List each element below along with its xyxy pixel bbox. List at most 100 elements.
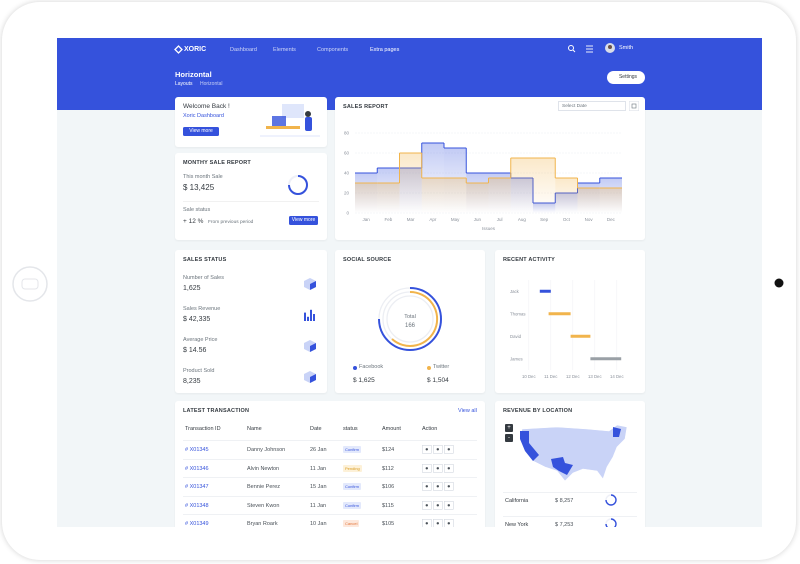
step-area (355, 183, 378, 213)
action-icon (447, 522, 450, 525)
step-area (599, 188, 622, 213)
cell: # X01348 (185, 502, 209, 509)
user-name: Smith (619, 45, 634, 51)
welcome-card: Welcome Back ! Xoric Dashboard View more (175, 97, 327, 147)
row-divider (183, 495, 477, 497)
cell: # X01346 (185, 465, 209, 472)
legend-dot (353, 366, 357, 370)
action-icon (425, 448, 428, 451)
ring-arc (605, 494, 617, 506)
icon-bar (310, 309, 312, 321)
y-tick-label: 80 (344, 131, 350, 136)
x-tick-label: 13 Dec (588, 374, 602, 379)
step-area (377, 183, 400, 213)
stat-icon (304, 340, 316, 352)
location-name: New York (505, 522, 529, 527)
stat-value: $ 14.56 (183, 347, 207, 354)
column-header: Name (247, 426, 262, 432)
home-button (12, 266, 48, 302)
status-chip: Confirm (343, 501, 362, 509)
x-tick-label: Jun (474, 217, 482, 222)
map-state (520, 431, 539, 461)
zoom-button[interactable]: + (505, 424, 513, 432)
social-donut (378, 287, 442, 351)
sale-label: This month Sale (183, 174, 223, 180)
sales-report-card: SALES REPORT Select Date 0 20 40 60 80 Jan Feb Ma… (335, 97, 645, 240)
nav-link[interactable]: Elements (273, 47, 296, 53)
action-icon (436, 466, 439, 469)
social-card: SOCIAL SOURCE Total 166 Facebook $ 1,625 Twit… (335, 250, 485, 393)
action-icon (436, 503, 439, 506)
sales-chart: 0 20 40 60 80 Jan Feb Mar Apr May Jun Jul Aug Sep Oct N… (344, 131, 622, 231)
icon-bar (304, 312, 306, 321)
column-header: Amount (382, 426, 401, 432)
step-area (510, 158, 533, 213)
y-tick-label: Jack (510, 289, 520, 294)
x-tick-label: Aug (518, 217, 527, 222)
calendar-box (629, 101, 639, 111)
x-tick-label: Jan (362, 217, 370, 222)
card-title: SOCIAL SOURCE (343, 257, 392, 263)
welcome-subtitle: Xoric Dashboard (183, 113, 224, 119)
cell: 15 Jan (310, 484, 327, 490)
breadcrumb[interactable]: Layouts (175, 81, 193, 87)
icon-cube-face (310, 374, 316, 383)
date-picker[interactable]: Select Date (558, 101, 626, 111)
nav-link[interactable]: Components (317, 47, 349, 53)
stat-label: Average Price (183, 337, 218, 343)
ill-body (305, 117, 312, 131)
step-area (488, 178, 511, 213)
row-divider (183, 477, 477, 478)
action-buttons (422, 482, 454, 491)
step-area (421, 178, 444, 213)
cell: $112 (382, 465, 394, 472)
stat-value: 1,625 (183, 285, 201, 292)
icon-cube-face (310, 281, 316, 290)
screen: XORIC Dashboard Elements Components Extra pa… (57, 38, 762, 527)
ill-desk (266, 126, 300, 129)
card-title: MONTHY SALE REPORT (183, 160, 251, 166)
map-state (551, 457, 573, 475)
action-icon (425, 503, 428, 506)
cell: 26 Jan (310, 447, 327, 453)
nav-link[interactable]: Dashboard (230, 47, 257, 53)
status-chip: Confirm (343, 483, 362, 490)
donut-arc (378, 287, 442, 351)
action-icon (425, 485, 428, 488)
view-all[interactable]: View all (458, 408, 477, 414)
status-chip: Cancel (343, 520, 360, 527)
source-amount: $ 1,625 (353, 377, 375, 384)
card-title: SALES STATUS (183, 257, 227, 263)
card-title: RECENT ACTIVITY (503, 257, 555, 263)
cell: 11 Jan (310, 502, 327, 509)
nav-link[interactable]: Extra pages (370, 47, 400, 53)
change-note: From previous period (208, 220, 254, 225)
avatar-head (608, 45, 612, 49)
calendar-icon (631, 103, 637, 109)
row-divider (183, 514, 477, 515)
button[interactable]: View more (289, 216, 318, 225)
step-area (399, 153, 422, 213)
logo-mark (174, 45, 183, 54)
button[interactable]: View more (183, 127, 219, 136)
action-icon (447, 448, 450, 451)
cell: Alvin Newton (247, 465, 280, 472)
y-tick-label: 0 (346, 211, 349, 216)
activity-bar (539, 289, 551, 293)
status-chip: Pending (343, 464, 362, 472)
page-title: Horizontal (175, 70, 212, 79)
x-tick-label: Sep (540, 217, 549, 222)
step-area (533, 158, 556, 213)
brand: XORIC (184, 46, 207, 53)
y-tick-label: David (510, 334, 522, 339)
breadcrumb: Horizontal (200, 81, 223, 87)
settings-button[interactable]: Settings (607, 71, 645, 84)
row-divider (503, 516, 637, 517)
ill-board (282, 104, 304, 118)
icon-bar (313, 314, 315, 321)
activity-bar (548, 312, 571, 316)
cell: $115 (382, 502, 394, 509)
ring-arc (605, 518, 617, 527)
zoom-button[interactable]: - (505, 434, 513, 442)
action-buttons (422, 445, 454, 454)
